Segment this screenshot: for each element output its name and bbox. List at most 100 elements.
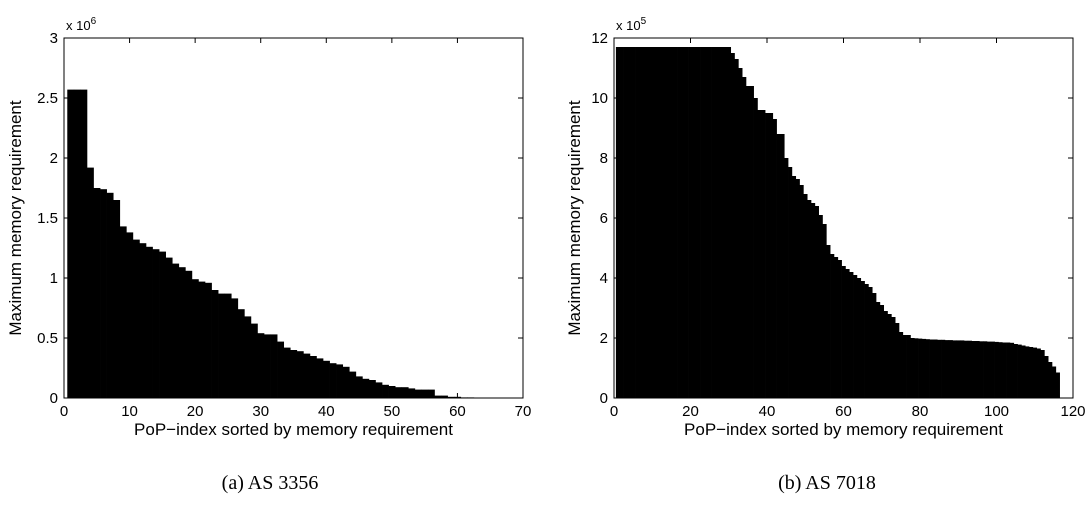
bar — [791, 176, 797, 398]
y-tick-label: 2.5 — [37, 90, 58, 107]
bar — [780, 134, 785, 398]
bar — [303, 353, 311, 398]
x-tick-label: 50 — [384, 403, 401, 420]
bar — [329, 363, 337, 398]
chart-b: 0 20 40 60 80 100 120 0 2 4 6 8 10 12 x 105 PoP−index s… — [565, 16, 1086, 439]
y-exponent-label: x 106 — [66, 16, 97, 33]
bar — [172, 263, 180, 398]
bar — [998, 342, 1003, 398]
bar — [237, 309, 245, 398]
x-tick-label: 0 — [610, 403, 618, 420]
bar — [665, 47, 670, 398]
bar — [826, 245, 831, 398]
bar — [803, 194, 808, 398]
y-tick-label: 0.5 — [37, 330, 58, 347]
x-tick-label: 120 — [1060, 403, 1085, 420]
bar — [944, 340, 950, 398]
bar — [408, 388, 416, 398]
bars — [67, 89, 521, 398]
bar — [895, 323, 900, 398]
bar — [73, 89, 81, 398]
bar — [627, 47, 632, 398]
x-tick-label: 60 — [835, 403, 852, 420]
bar — [837, 260, 842, 398]
bar — [994, 341, 999, 398]
bar — [921, 338, 927, 398]
bar — [191, 279, 199, 398]
bar — [270, 334, 278, 398]
bar — [211, 290, 219, 398]
bar — [218, 293, 225, 398]
bar — [715, 47, 720, 398]
bar — [139, 243, 147, 398]
bar — [421, 389, 429, 398]
bar — [1032, 347, 1038, 398]
x-tick-label: 20 — [682, 403, 699, 420]
bars — [615, 47, 1060, 398]
bar — [891, 317, 896, 398]
bar — [788, 167, 793, 398]
bar — [631, 47, 636, 398]
bar — [776, 134, 781, 398]
bar — [914, 338, 919, 398]
bar — [902, 335, 907, 398]
bar — [100, 189, 107, 398]
bar — [814, 206, 819, 398]
bar — [309, 356, 317, 398]
bar — [925, 339, 930, 398]
bar — [619, 47, 624, 398]
bar — [355, 376, 363, 398]
bar — [1040, 350, 1045, 398]
bar — [990, 341, 995, 398]
bar — [290, 350, 298, 398]
bar — [753, 98, 758, 398]
bar — [401, 387, 409, 398]
bar — [830, 254, 835, 398]
bar — [818, 215, 823, 398]
bar — [768, 113, 774, 398]
bar — [841, 266, 846, 398]
bar — [277, 341, 285, 398]
bar — [257, 333, 265, 398]
y-tick-label: 1 — [50, 270, 58, 287]
bar — [696, 47, 701, 398]
bar — [692, 47, 697, 398]
bar — [1029, 347, 1034, 398]
bar — [734, 59, 739, 398]
bar — [738, 68, 743, 398]
bar — [1025, 346, 1030, 398]
bar — [152, 249, 160, 398]
bar — [204, 282, 212, 398]
bar — [810, 203, 816, 398]
bar — [983, 341, 988, 398]
bar — [745, 86, 751, 398]
y-tick-label: 2 — [50, 150, 58, 167]
bar — [742, 77, 747, 398]
bar — [986, 341, 992, 398]
bar — [761, 110, 766, 398]
bar — [757, 110, 762, 398]
bar — [918, 338, 923, 398]
bar — [887, 314, 892, 398]
x-tick-label: 40 — [318, 403, 335, 420]
y-tick-label: 4 — [600, 270, 608, 287]
bar — [898, 332, 904, 398]
bar — [860, 281, 865, 398]
bar — [323, 360, 330, 398]
bar — [388, 386, 396, 398]
bar — [853, 275, 858, 398]
bar — [906, 335, 911, 398]
bar — [864, 284, 869, 398]
bar — [642, 47, 647, 398]
bar — [362, 378, 370, 398]
bar — [703, 47, 709, 398]
y-tick-label: 12 — [591, 30, 608, 47]
bar — [224, 293, 232, 398]
bar — [849, 272, 854, 398]
y-tick-label: 10 — [591, 90, 608, 107]
bar — [933, 339, 938, 398]
bar — [1009, 342, 1015, 398]
y-tick-label: 2 — [600, 330, 608, 347]
x-axis-label: PoP−index sorted by memory requirement — [134, 420, 453, 439]
y-tick-label: 6 — [600, 210, 608, 227]
